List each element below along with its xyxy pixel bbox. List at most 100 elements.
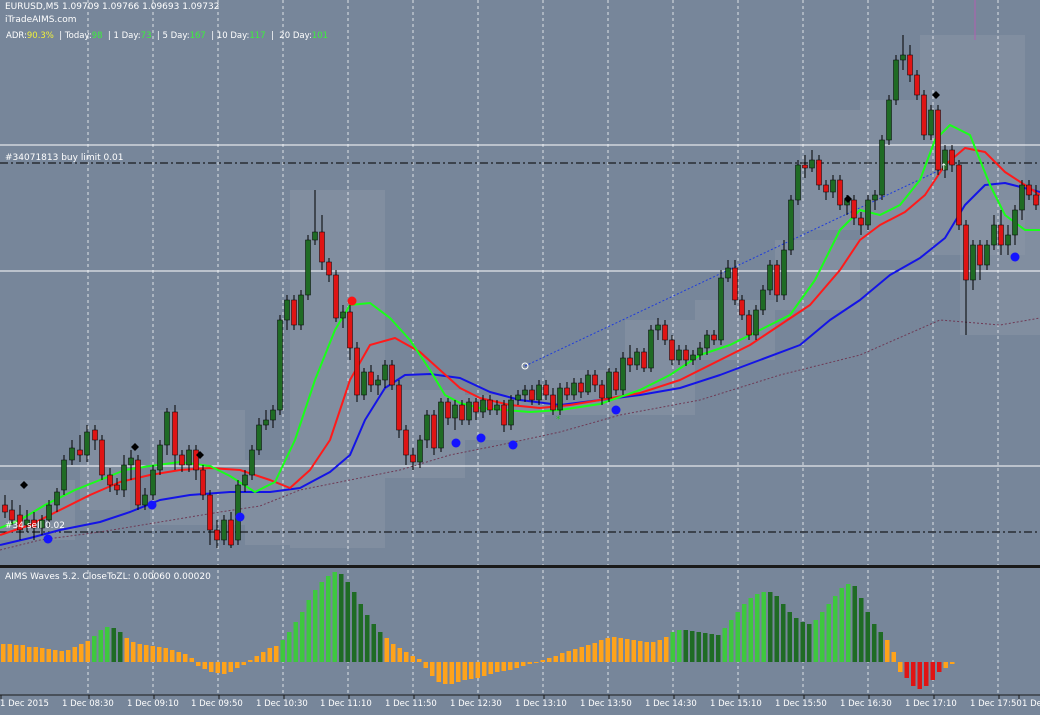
candle bbox=[921, 90, 927, 140]
histogram-bar bbox=[826, 604, 831, 662]
candle bbox=[774, 260, 780, 302]
arrow-marker: ↑ bbox=[940, 163, 948, 173]
candle-body bbox=[1026, 184, 1032, 196]
candle bbox=[228, 512, 234, 548]
buy-signal-dot bbox=[611, 405, 621, 415]
time-axis-label: 1 Dec 17:50 bbox=[970, 699, 1022, 709]
histogram-bar bbox=[651, 642, 656, 662]
histogram-bar bbox=[300, 612, 305, 662]
candle bbox=[816, 155, 822, 190]
candle bbox=[585, 370, 591, 395]
buy-signal-dot bbox=[1010, 252, 1020, 262]
candle-body bbox=[494, 404, 500, 411]
candle bbox=[305, 235, 311, 300]
candle-body bbox=[39, 519, 45, 529]
histogram-bar bbox=[475, 662, 480, 678]
candle-body bbox=[277, 319, 283, 411]
candle-body bbox=[431, 414, 437, 449]
candle-body bbox=[375, 379, 381, 386]
candle-body bbox=[312, 231, 318, 241]
histogram-bar bbox=[358, 604, 363, 662]
candle-body bbox=[61, 459, 67, 491]
candle bbox=[949, 145, 955, 172]
histogram-bar bbox=[612, 637, 617, 662]
histogram-bar bbox=[98, 630, 103, 662]
histogram-bar bbox=[787, 612, 792, 662]
candle-body bbox=[417, 439, 423, 463]
candle-body bbox=[46, 504, 52, 521]
candle bbox=[333, 270, 339, 322]
candle bbox=[179, 450, 185, 472]
candle bbox=[84, 425, 90, 462]
candle-body bbox=[935, 109, 941, 171]
candle-body bbox=[1005, 234, 1011, 246]
candle bbox=[17, 505, 23, 540]
candle bbox=[277, 315, 283, 415]
histogram-bar bbox=[898, 662, 903, 672]
candle bbox=[142, 488, 148, 510]
pivot-diamond bbox=[844, 195, 852, 203]
candle-body bbox=[774, 264, 780, 296]
candle bbox=[389, 360, 395, 390]
candle-body bbox=[452, 404, 458, 419]
histogram-bar bbox=[111, 628, 116, 662]
candle bbox=[312, 190, 318, 245]
time-axis-label: 1 Dec 11:50 bbox=[385, 699, 437, 709]
candle bbox=[914, 70, 920, 100]
histogram-bar bbox=[306, 600, 311, 662]
candle-body bbox=[550, 394, 556, 411]
histogram-bar bbox=[1, 644, 6, 662]
candle-body bbox=[340, 311, 346, 319]
candle bbox=[9, 500, 15, 525]
buy-limit-order-label[interactable]: #34071813 buy limit 0.01 bbox=[5, 153, 124, 163]
candle-body bbox=[438, 401, 444, 449]
candle-body bbox=[571, 382, 577, 396]
candle bbox=[438, 398, 444, 452]
histogram-bar bbox=[352, 592, 357, 662]
green-marker: * bbox=[556, 415, 561, 425]
candle bbox=[858, 212, 864, 235]
candle-body bbox=[914, 74, 920, 96]
slow-ma-line bbox=[0, 182, 1040, 546]
candle-body bbox=[662, 324, 668, 341]
histogram-bar bbox=[768, 592, 773, 662]
candle-body bbox=[480, 399, 486, 413]
candle bbox=[543, 380, 549, 400]
candle bbox=[571, 378, 577, 400]
candle bbox=[417, 435, 423, 468]
candle-body bbox=[802, 164, 808, 169]
histogram-bar bbox=[137, 644, 142, 662]
candle-body bbox=[114, 484, 120, 491]
candle bbox=[704, 330, 710, 355]
histogram-bar bbox=[436, 662, 441, 682]
candle bbox=[69, 440, 75, 465]
candle bbox=[739, 295, 745, 320]
histogram-bar bbox=[865, 612, 870, 662]
histogram-bar bbox=[820, 612, 825, 662]
candle bbox=[753, 305, 759, 340]
candle bbox=[725, 260, 731, 282]
candle bbox=[823, 180, 829, 200]
horizontal-levels bbox=[0, 144, 1040, 533]
candle-body bbox=[382, 364, 388, 381]
candle bbox=[466, 398, 472, 425]
sell-order-label[interactable]: #34 sell 0.02 bbox=[5, 521, 65, 531]
signal-markers: *↑ bbox=[20, 91, 1020, 544]
candle-body bbox=[907, 54, 913, 76]
histogram-bar bbox=[410, 656, 415, 662]
time-axis-label: 1 Dec 12:30 bbox=[450, 699, 502, 709]
buy-signal-dot bbox=[451, 438, 461, 448]
candle bbox=[207, 490, 213, 545]
candle bbox=[676, 345, 682, 365]
candle-body bbox=[725, 267, 731, 279]
histogram-bar bbox=[66, 650, 71, 662]
symbol-info: EURUSD,M5 1.09709 1.09766 1.09693 1.0973… bbox=[5, 2, 220, 12]
candle-body bbox=[669, 339, 675, 361]
histogram-bar bbox=[501, 662, 506, 671]
candle bbox=[935, 105, 941, 175]
histogram-bar bbox=[163, 648, 168, 662]
histogram-bar bbox=[514, 662, 519, 668]
candle-body bbox=[564, 387, 570, 396]
